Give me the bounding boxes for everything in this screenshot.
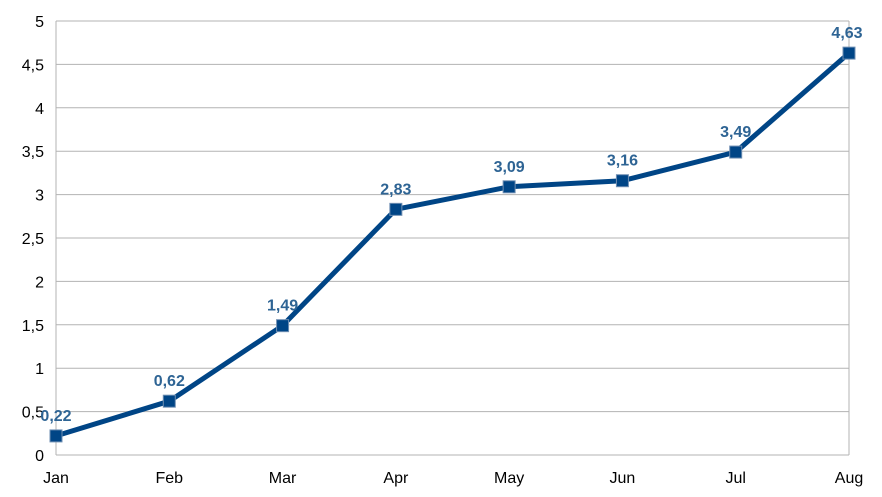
x-axis-tick-labels: Jan Feb Mar Apr May Jun Jul Aug [43, 470, 863, 487]
y-tick-label: 5 [35, 14, 44, 31]
x-tick-label: Jul [725, 470, 745, 487]
x-tick-label: Aug [835, 470, 863, 487]
data-point-marker [842, 46, 856, 60]
y-tick-label: 0 [35, 448, 44, 465]
x-tick-label: Mar [269, 470, 297, 487]
data-label: 3,49 [720, 124, 751, 141]
y-tick-label: 3 [35, 188, 44, 205]
x-tick-label: Jun [610, 470, 636, 487]
y-tick-label: 2,5 [22, 231, 44, 248]
x-tick-label: Apr [383, 470, 409, 487]
data-label: 0,22 [40, 408, 71, 425]
series-line [53, 50, 852, 439]
y-axis-tick-labels: 0 0,5 1 1,5 2 2,5 3 3,5 4 4,5 5 [22, 14, 44, 465]
y-tick-label: 2 [35, 274, 44, 291]
data-point-marker [729, 145, 743, 159]
x-tick-label: May [494, 470, 524, 487]
y-tick-label: 3,5 [22, 144, 44, 161]
data-label: 3,16 [607, 153, 638, 170]
x-tick-label: Feb [155, 470, 183, 487]
data-point-marker [389, 202, 403, 216]
data-label: 1,49 [267, 298, 298, 315]
data-labels: 0,22 0,62 1,49 2,83 3,09 3,16 3,49 4,63 [40, 25, 862, 425]
y-tick-label: 4 [35, 101, 44, 118]
data-label: 2,83 [380, 181, 411, 198]
data-point-marker [276, 319, 290, 333]
y-tick-label: 1,5 [22, 318, 44, 335]
x-tick-label: Jan [43, 470, 69, 487]
data-label: 4,63 [831, 25, 862, 42]
gridlines [55, 20, 850, 456]
data-point-marker [502, 180, 516, 194]
data-point-marker [49, 429, 63, 443]
data-label: 0,62 [154, 373, 185, 390]
y-tick-label: 1 [35, 361, 44, 378]
series-markers [49, 46, 856, 443]
data-point-marker [162, 394, 176, 408]
data-label: 3,09 [494, 159, 525, 176]
y-tick-label: 0,5 [22, 405, 44, 422]
series-line-path [53, 50, 852, 439]
y-tick-label: 4,5 [22, 57, 44, 74]
data-point-marker [615, 174, 629, 188]
